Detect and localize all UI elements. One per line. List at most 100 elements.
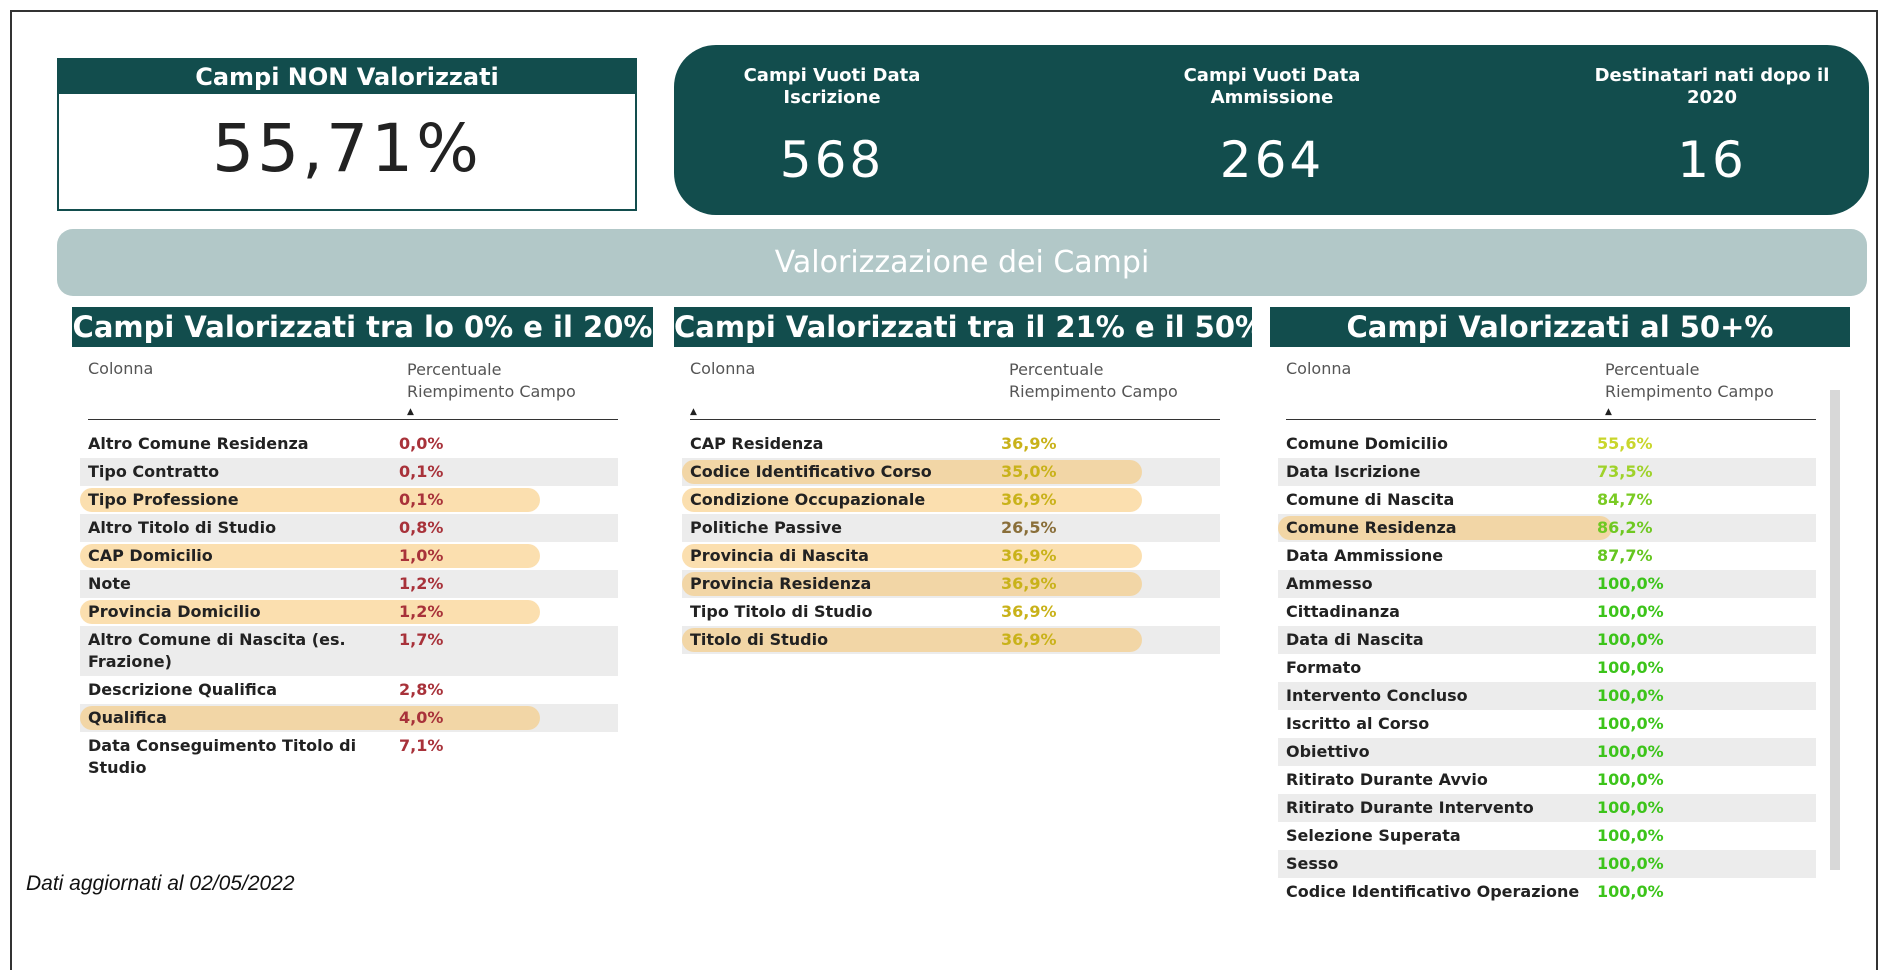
fill-percent: 1,2%: [399, 602, 444, 621]
fill-percent: 36,9%: [1001, 546, 1057, 565]
sort-arrow: ▲: [407, 407, 414, 417]
table-title: Campi Valorizzati tra il 21% e il 50%: [674, 307, 1264, 347]
field-name: Codice Identificativo Operazione: [1286, 882, 1580, 901]
kpi: Campi Vuoti Data Iscrizione 568: [702, 65, 962, 189]
table-row: Tipo Titolo di Studio 36,9%: [682, 598, 1220, 626]
table-row: Data Conseguimento Titolo di Studio 7,1%: [80, 732, 618, 782]
table-body: Altro Comune Residenza 0,0% Tipo Contratto…: [80, 430, 618, 782]
field-name: Provincia Domicilio: [88, 602, 261, 621]
column-headers: Colonna Percentuale Riempimento Campo ▲: [88, 359, 618, 420]
table-row: Altro Comune di Nascita (es. Frazione) 1,…: [80, 626, 618, 676]
kpi-value: 264: [1219, 131, 1325, 189]
table-row: Comune di Nascita 84,7%: [1278, 486, 1816, 514]
table-row: Tipo Professione 0,1%: [80, 486, 618, 514]
table-row: Provincia di Nascita 36,9%: [682, 542, 1220, 570]
table: Campi Valorizzati tra il 21% e il 50% Col…: [674, 307, 1264, 654]
field-name: Ritirato Durante Intervento: [1286, 798, 1534, 817]
table-title: Campi Valorizzati tra lo 0% e il 20%: [72, 307, 653, 347]
kpi: Destinatari nati dopo il 2020 16: [1582, 65, 1842, 189]
table-row: Ritirato Durante Avvio 100,0%: [1278, 766, 1816, 794]
field-name: Note: [88, 574, 131, 593]
field-name: Provincia di Nascita: [690, 546, 869, 565]
field-name: Qualifica: [88, 708, 167, 727]
table-row: Iscritto al Corso 100,0%: [1278, 710, 1816, 738]
banner: Valorizzazione dei Campi: [57, 229, 1867, 296]
fill-percent: 26,5%: [1001, 518, 1057, 537]
fill-percent: 100,0%: [1597, 714, 1664, 733]
table-row: Note 1,2%: [80, 570, 618, 598]
fill-percent: 0,0%: [399, 434, 444, 453]
field-name: Altro Titolo di Studio: [88, 518, 277, 537]
field-name: Politiche Passive: [690, 518, 843, 537]
field-name: Sesso: [1286, 854, 1339, 873]
column-header[interactable]: Percentuale Riempimento Campo: [1605, 360, 1774, 401]
fill-percent: 100,0%: [1597, 630, 1664, 649]
kpi-title: Campi NON Valorizzati: [59, 60, 635, 94]
fill-percent: 100,0%: [1597, 686, 1664, 705]
table-body: Comune Domicilio 55,6% Data Iscrizione 73,5…: [1278, 430, 1816, 906]
highlight: [80, 600, 540, 624]
table-row: Titolo di Studio 36,9%: [682, 626, 1220, 654]
fill-percent: 55,6%: [1597, 434, 1653, 453]
fill-percent: 36,9%: [1001, 490, 1057, 509]
table-row: Ammesso 100,0%: [1278, 570, 1816, 598]
highlight: [682, 460, 1142, 484]
table-row: Provincia Domicilio 1,2%: [80, 598, 618, 626]
table: Campi Valorizzati al 50+% Colonna Percentu…: [1270, 307, 1850, 906]
field-name: Comune Residenza: [1286, 518, 1457, 537]
highlight: [80, 706, 540, 730]
field-name: Tipo Professione: [88, 490, 239, 509]
field-name: Provincia Residenza: [690, 574, 872, 593]
table-row: Data Ammissione 87,7%: [1278, 542, 1816, 570]
fill-percent: 0,8%: [399, 518, 444, 537]
fill-percent: 100,0%: [1597, 658, 1664, 677]
column-header[interactable]: Percentuale Riempimento Campo: [407, 360, 576, 401]
field-name: Altro Comune di Nascita (es. Frazione): [88, 630, 346, 671]
table-body: CAP Residenza 36,9% Codice Identificativo …: [682, 430, 1220, 654]
table-row: Tipo Contratto 0,1%: [80, 458, 618, 486]
highlight: [80, 488, 540, 512]
field-name: Data Conseguimento Titolo di Studio: [88, 736, 357, 777]
column-header[interactable]: Colonna: [1286, 359, 1352, 378]
column-headers: Colonna ▲ Percentuale Riempimento Campo: [690, 359, 1220, 420]
kpi-label: Campi Vuoti Data Iscrizione: [743, 65, 921, 108]
fill-percent: 73,5%: [1597, 462, 1653, 481]
field-name: Data di Nascita: [1286, 630, 1424, 649]
field-name: Formato: [1286, 658, 1362, 677]
field-name: Titolo di Studio: [690, 630, 829, 649]
field-name: CAP Residenza: [690, 434, 824, 453]
table-row: Provincia Residenza 36,9%: [682, 570, 1220, 598]
sort-arrow: ▲: [690, 407, 697, 417]
column-header[interactable]: Colonna: [88, 359, 154, 378]
fill-percent: 35,0%: [1001, 462, 1057, 481]
fill-percent: 0,1%: [399, 490, 444, 509]
fill-percent: 1,2%: [399, 574, 444, 593]
field-name: Descrizione Qualifica: [88, 680, 278, 699]
scrollbar[interactable]: [1830, 390, 1840, 870]
table-row: Codice Identificativo Operazione 100,0%: [1278, 878, 1816, 906]
highlight: [682, 628, 1142, 652]
column-header[interactable]: Percentuale Riempimento Campo: [1009, 360, 1178, 401]
field-name: Codice Identificativo Corso: [690, 462, 932, 481]
fill-percent: 87,7%: [1597, 546, 1653, 565]
field-name: Data Ammissione: [1286, 546, 1444, 565]
kpi-label: Destinatari nati dopo il 2020: [1594, 65, 1830, 108]
table-row: CAP Residenza 36,9%: [682, 430, 1220, 458]
field-name: Comune di Nascita: [1286, 490, 1455, 509]
fill-percent: 84,7%: [1597, 490, 1653, 509]
table-row: Comune Domicilio 55,6%: [1278, 430, 1816, 458]
fill-percent: 100,0%: [1597, 770, 1664, 789]
field-name: Data Iscrizione: [1286, 462, 1421, 481]
table-row: Selezione Superata 100,0%: [1278, 822, 1816, 850]
kpi-value: 568: [779, 131, 885, 189]
fill-percent: 0,1%: [399, 462, 444, 481]
kpi-panel: Campi Vuoti Data Iscrizione 568 Campi Vuot…: [674, 45, 1869, 215]
fill-percent: 100,0%: [1597, 854, 1664, 873]
sort-arrow: ▲: [1605, 407, 1612, 417]
column-header[interactable]: Colonna: [690, 359, 756, 378]
fill-percent: 2,8%: [399, 680, 444, 699]
fill-percent: 36,9%: [1001, 602, 1057, 621]
table-row: Obiettivo 100,0%: [1278, 738, 1816, 766]
kpi-value: 16: [1677, 131, 1747, 189]
main-kpi: Campi NON Valorizzati 55,71%: [57, 58, 637, 211]
